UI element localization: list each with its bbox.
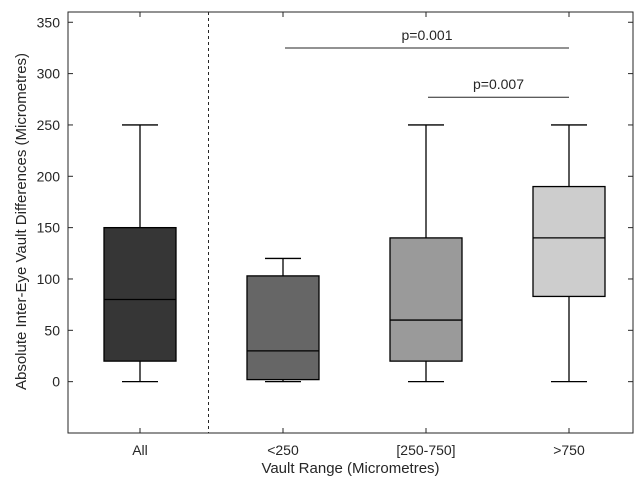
y-tick-label: 300 (37, 66, 61, 82)
x-tick-label: >750 (553, 442, 585, 458)
y-tick-label: 50 (44, 322, 60, 338)
boxes-layer (103, 124, 606, 383)
x-tick-label: All (132, 442, 148, 458)
y-tick-label: 0 (52, 374, 60, 390)
box-group (532, 124, 606, 383)
x-tick-label: <250 (267, 442, 299, 458)
y-tick-label: 150 (37, 220, 61, 236)
iqr-box (532, 185, 606, 298)
y-axis-title: Absolute Inter-Eye Vault Differences (Mi… (13, 53, 30, 390)
p-value-label: p=0.007 (473, 76, 524, 92)
y-tick-label: 100 (37, 271, 61, 287)
significance-annotations: p=0.001 p=0.007 (285, 27, 569, 98)
p-value-label: p=0.001 (402, 27, 453, 43)
box-group (246, 257, 320, 383)
y-tick-label: 200 (37, 168, 61, 184)
iqr-box (246, 275, 320, 381)
box-group (103, 124, 177, 383)
iqr-box (389, 237, 463, 362)
y-tick-label: 350 (37, 14, 61, 30)
x-axis-title: Vault Range (Micrometres) (261, 460, 439, 477)
box-group (389, 124, 463, 383)
iqr-box (103, 226, 177, 362)
x-tick-label: [250-750] (396, 442, 455, 458)
tick-layer: 0 50 100 150 200 250 300 350 All <250 [250-750] >75… (37, 12, 633, 458)
y-tick-label: 250 (37, 117, 61, 133)
